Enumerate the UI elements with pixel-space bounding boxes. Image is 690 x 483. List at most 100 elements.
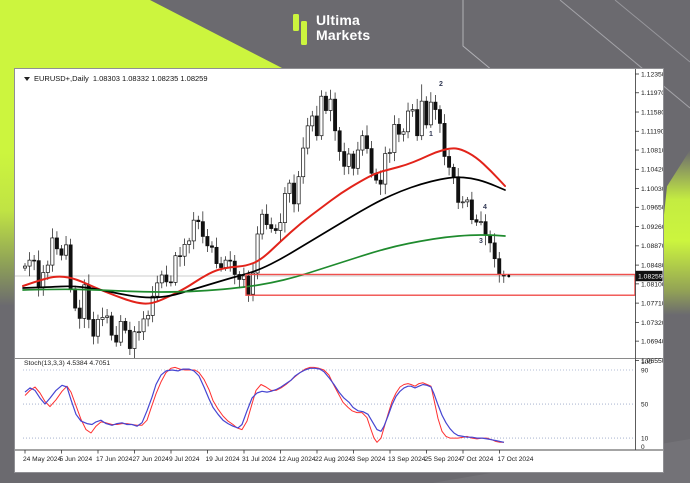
price-axis-label: 1.11970	[641, 90, 663, 97]
price-axis-label: 1.11580	[641, 109, 663, 116]
candle-down	[273, 228, 278, 231]
brand-icon	[293, 13, 309, 47]
candle-up	[465, 199, 470, 203]
stoch-axis-label: 0	[641, 444, 645, 451]
date-axis-label: 5 Jun 2024	[60, 456, 93, 463]
stoch-signal-line	[24, 366, 504, 443]
candle-up	[392, 124, 397, 153]
candle-down	[228, 259, 233, 262]
candle-down	[196, 219, 201, 222]
moving-average-slow	[22, 234, 506, 293]
candle-up	[50, 237, 55, 266]
candle-down	[91, 319, 96, 337]
stoch-axis-label: 100	[641, 359, 652, 366]
candle-down	[369, 148, 374, 174]
candle-down	[168, 281, 173, 284]
date-axis-label: 22 Aug 2024	[315, 456, 352, 463]
candle-down	[164, 274, 169, 283]
date-axis-label: 7 Oct 2024	[461, 456, 494, 463]
candle-up	[251, 272, 255, 295]
candle-up	[319, 95, 324, 137]
price-axis-label: 1.09650	[641, 205, 663, 212]
candle-up	[360, 135, 365, 151]
candle-up	[64, 244, 68, 256]
price-axis-label: 1.10420	[641, 167, 663, 174]
price-axis-label: 1.07320	[641, 320, 663, 327]
price-axis-label: 1.07710	[641, 301, 663, 308]
candle-down	[200, 221, 205, 237]
candle-down	[433, 101, 438, 110]
moving-average-mid	[22, 176, 506, 299]
candle-up	[406, 110, 410, 133]
candle-up	[296, 176, 301, 205]
candle-up	[27, 259, 32, 267]
candle-up	[23, 265, 27, 269]
brand-bar-left-icon	[293, 14, 299, 31]
moving-average-fast	[22, 147, 506, 305]
candle-down	[109, 315, 114, 336]
brand-logo: Ultima Markets	[293, 13, 370, 47]
candle-up	[159, 274, 164, 284]
candle-up	[137, 331, 141, 334]
candle-down	[415, 109, 420, 137]
candle-down	[54, 237, 59, 250]
candle-up	[191, 219, 196, 242]
candle-down	[114, 334, 119, 343]
candle-down	[59, 248, 64, 256]
date-axis-label: 9 Jul 2024	[169, 456, 200, 463]
support-zone-rectangle[interactable]	[245, 273, 636, 296]
symbol-info: EURUSD+,Daily 1.08303 1.08332 1.08235 1.…	[24, 74, 208, 83]
candle-down	[378, 179, 383, 185]
candle-up	[383, 153, 388, 185]
current-price-tag	[635, 270, 663, 282]
date-axis-label: 25 Sep 2024	[425, 456, 463, 463]
stoch-main-line	[24, 367, 505, 443]
date-axis-label: 24 May 2024	[23, 456, 61, 463]
candle-down	[123, 321, 128, 331]
stoch-axis-label: 10	[641, 435, 649, 442]
date-axis-label: 13 Sep 2024	[388, 456, 426, 463]
candle-up	[387, 152, 392, 154]
candle-up	[479, 221, 483, 223]
candle-down	[314, 115, 319, 137]
brand-line-2: Markets	[316, 27, 371, 43]
candle-down	[474, 219, 479, 223]
stoch-axis-label: 90	[641, 367, 649, 374]
hexagon-outline-3	[614, 0, 690, 63]
brand-name: Ultima Markets	[316, 13, 370, 43]
candle-down	[442, 123, 447, 157]
candle-down	[438, 109, 442, 124]
candle-down	[246, 275, 251, 295]
symbol-ohlc-values: 1.08303 1.08332 1.08235 1.08259	[92, 74, 208, 83]
candle-up	[305, 125, 310, 149]
candle-down	[483, 221, 488, 236]
candle-up	[260, 213, 265, 235]
candle-down	[210, 245, 214, 248]
candle-down	[451, 166, 456, 178]
candle-up	[355, 149, 360, 169]
candle-down	[269, 224, 274, 229]
price-axis-label: 1.08870	[641, 243, 663, 250]
date-axis-label: 31 Jul 2024	[242, 456, 276, 463]
date-axis-label: 3 Sep 2024	[352, 456, 386, 463]
candle-down	[424, 100, 429, 126]
annotation-2: 2	[439, 81, 443, 88]
price-axis-label: 1.10810	[641, 147, 663, 154]
candle-down	[32, 259, 37, 262]
candle-down	[351, 153, 356, 169]
candle-up	[401, 131, 406, 135]
price-chart-plot[interactable]: 12341.123501.119701.115801.111901.108101…	[15, 69, 663, 472]
date-axis-label: 19 Jul 2024	[206, 456, 240, 463]
candle-up	[96, 319, 100, 337]
candle-down	[492, 242, 497, 260]
candle-down	[214, 246, 219, 264]
candle-up	[346, 153, 351, 167]
candle-up	[146, 315, 151, 320]
candle-down	[488, 234, 493, 244]
date-axis-label: 27 Jun 2024	[133, 456, 170, 463]
candle-up	[105, 315, 110, 318]
symbol-dropdown-icon[interactable]	[24, 76, 30, 81]
price-axis-label: 1.10030	[641, 186, 663, 193]
candle-up	[82, 284, 87, 319]
hexagon-outline-2	[559, 0, 690, 109]
